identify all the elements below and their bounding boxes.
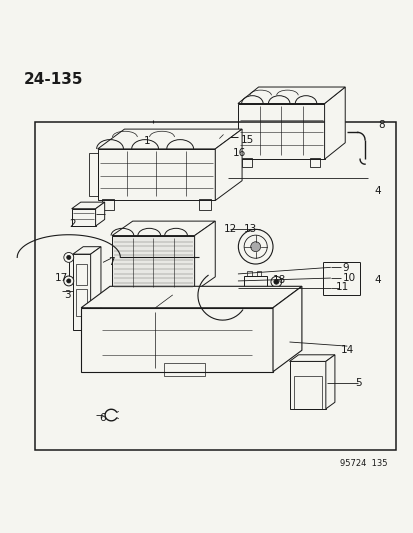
Polygon shape	[194, 221, 215, 291]
Bar	[102, 199, 114, 209]
Polygon shape	[95, 202, 104, 226]
Text: 13: 13	[244, 224, 257, 235]
Text: 4: 4	[374, 187, 381, 196]
Text: 16: 16	[233, 148, 246, 158]
Polygon shape	[90, 247, 101, 330]
Bar	[112, 236, 194, 291]
Bar	[247, 271, 252, 276]
Polygon shape	[73, 247, 101, 254]
Polygon shape	[73, 254, 90, 330]
Circle shape	[229, 155, 234, 160]
Bar	[163, 364, 204, 376]
Text: 24-135: 24-135	[23, 72, 83, 87]
Text: 10: 10	[342, 273, 355, 282]
Text: 14: 14	[340, 345, 353, 356]
Text: 95724  135: 95724 135	[339, 459, 387, 468]
Bar	[34, 122, 394, 450]
Circle shape	[220, 132, 230, 141]
Circle shape	[226, 152, 237, 163]
Polygon shape	[289, 355, 334, 361]
Polygon shape	[81, 286, 301, 308]
Bar	[244, 276, 266, 291]
Text: 5: 5	[355, 378, 361, 388]
Text: 2: 2	[69, 219, 76, 229]
Bar	[256, 271, 261, 276]
Circle shape	[64, 253, 74, 262]
Text: 4: 4	[374, 274, 381, 285]
Bar	[242, 158, 252, 167]
Text: 9: 9	[341, 263, 348, 273]
Text: 18: 18	[272, 274, 285, 285]
Text: 11: 11	[335, 282, 348, 292]
Circle shape	[64, 276, 74, 286]
Circle shape	[250, 242, 260, 252]
Bar	[293, 376, 321, 409]
Polygon shape	[112, 221, 215, 236]
Circle shape	[238, 229, 272, 264]
Bar	[237, 103, 324, 159]
Text: 6: 6	[100, 413, 106, 423]
Text: 17: 17	[55, 273, 68, 283]
Bar	[76, 289, 87, 316]
Polygon shape	[325, 355, 334, 409]
Bar	[81, 308, 272, 372]
Text: 8: 8	[378, 120, 385, 131]
Bar	[71, 209, 95, 226]
Text: 12: 12	[224, 224, 237, 235]
Text: 1: 1	[143, 136, 150, 146]
Polygon shape	[71, 202, 104, 209]
Polygon shape	[324, 87, 344, 159]
Bar	[309, 158, 320, 167]
Bar	[289, 361, 325, 409]
Circle shape	[223, 134, 227, 139]
Circle shape	[273, 279, 278, 284]
Circle shape	[244, 235, 267, 259]
Polygon shape	[272, 286, 301, 372]
Polygon shape	[97, 129, 242, 149]
Text: 3: 3	[64, 289, 71, 300]
Text: 7: 7	[108, 256, 114, 266]
Bar	[198, 199, 211, 209]
Text: 15: 15	[240, 135, 253, 145]
Polygon shape	[215, 129, 242, 200]
Circle shape	[270, 277, 281, 287]
Circle shape	[66, 255, 71, 260]
Bar	[76, 264, 87, 285]
Circle shape	[66, 279, 71, 283]
Bar	[97, 149, 215, 200]
Polygon shape	[237, 87, 344, 103]
